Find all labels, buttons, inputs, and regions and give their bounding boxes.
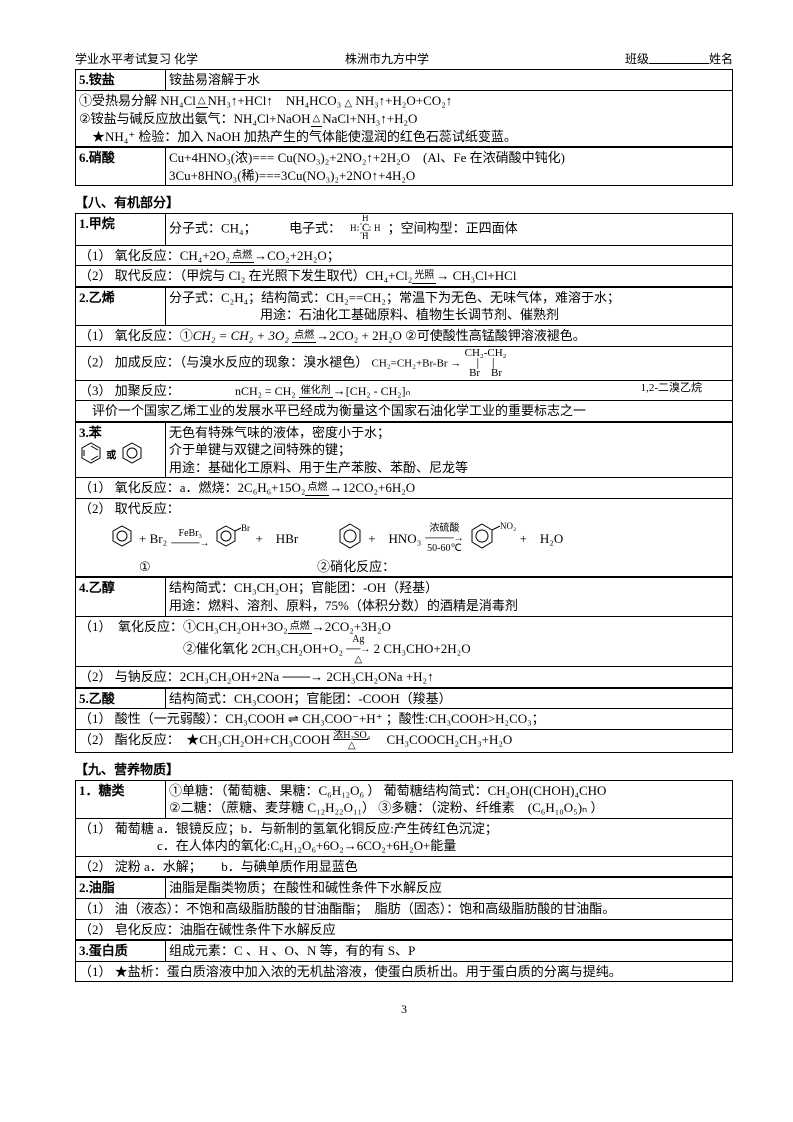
ethene-ox: （1） 氧化反应：①CH₂ = CH₂ + 3O₂ 点燃→2CO₂ + 2H₂O… [76, 325, 733, 346]
ethene-title: 2.乙烯 [76, 287, 166, 325]
benzene-sub: （2） 取代反应： + Br₂ FeBr₃────→ Br + HBr + HN… [76, 498, 733, 577]
nitric-title: 6.硝酸 [76, 148, 166, 186]
class-blank [649, 50, 709, 64]
protein-desc: 组成元素：C 、H 、O、N 等，有的有 S、P [166, 941, 733, 962]
page-header: 学业水平考试复习 化学 株洲市九方中学 班级 姓名 [75, 50, 733, 67]
protein-title: 3.蛋白质 [76, 941, 166, 962]
page-number: 3 [75, 1002, 733, 1017]
benzene-title: 3.苯 或 [76, 422, 166, 478]
ethene-desc: 分子式：C₂H₄；结构简式：CH₂==CH₂；常温下为无色、无味气体，难溶于水；… [166, 287, 733, 325]
svg-text:H: H [362, 215, 369, 223]
fat-table: 2.油脂 油脂是酯类物质；在酸性和碱性条件下水解反应 （1） 油（液态）：不饱和… [75, 877, 733, 940]
protein-r1: （1） ★盐析：蛋白质溶液中加入浓的无机盐溶液，使蛋白质析出。用于蛋白质的分离与… [76, 961, 733, 982]
fat-desc: 油脂是酯类物质；在酸性和碱性条件下水解反应 [166, 878, 733, 899]
benzene-hex1-icon [79, 441, 103, 470]
sugar-r1: （1） 葡萄糖 a．银镜反应；b．与新制的氢氧化铜反应:产生砖红色沉淀； c．在… [76, 818, 733, 856]
svg-text:H: H [374, 223, 381, 233]
dibromo-struct: CH₂-CH₂ │ │ Br Br [465, 348, 507, 379]
acetic-table: 5.乙酸 结构简式：CH₃COOH；官能团：-COOH（羧基） （1） 酸性（一… [75, 688, 733, 753]
header-center: 株洲市九方中学 [345, 50, 429, 67]
nitrobenzene-icon: NO₂ [468, 521, 516, 556]
benzene-ox: （1） 氧化反应：a．燃烧：2C₆H₆+15O₂点燃→12CO₂+6H₂O [76, 478, 733, 499]
methane-title: 1.甲烷 [76, 214, 166, 246]
benzene-icon2 [336, 521, 364, 556]
acetic-ester: （2） 酯化反应： ★CH₃CH₂OH+CH₃COOH 浓H₂SO₄△ CH₃C… [76, 729, 733, 752]
ethanol-desc: 结构简式：CH₃CH₂OH；官能团：-OH（羟基） 用途：燃料、溶剂、原料，75… [166, 578, 733, 616]
benzene-icon [109, 523, 135, 554]
ammonium-table: 5.铵盐 铵盐易溶解于水 ①受热易分解 NH₄Cl△NH₃↑+HCl↑ NH₄H… [75, 69, 733, 147]
methane-ox: （1） 氧化反应：CH₄+2O₂点燃→CO₂+2H₂O； [76, 245, 733, 266]
acetic-acid: （1） 酸性（一元弱酸）：CH₃COOH ⇌ CH₃COO⁻+H⁺ ；酸性:CH… [76, 709, 733, 730]
ethanol-na: （2） 与钠反应：2CH₃CH₂OH+2Na ───→ 2CH₃CH₂ONa +… [76, 667, 733, 688]
sugar-desc: ①单糖：（葡萄糖、果糖：C₆H₁₂O₆ ） 葡萄糖结构简式：CH₂OH(CHOH… [166, 780, 733, 818]
svg-text:H: H [362, 231, 369, 239]
fat-title: 2.油脂 [76, 878, 166, 899]
fat-r2: （2） 皂化反应：油脂在碱性条件下水解反应 [76, 919, 733, 940]
svg-text:NO₂: NO₂ [500, 521, 516, 531]
svg-text:H: H [350, 223, 357, 233]
sugar-table: 1．糖类 ①单糖：（葡萄糖、果糖：C₆H₁₂O₆ ） 葡萄糖结构简式：CH₂OH… [75, 780, 733, 878]
methane-row1: 分子式：CH₄； 电子式： C H H H H ；空间构型：正四面体 [166, 214, 733, 246]
bromobenzene-icon: Br [213, 523, 251, 554]
ethene-add: （2） 加成反应：（与溴水反应的现象：溴水褪色） CH₂=CH₂+Br-Br →… [76, 346, 733, 380]
methane-table: 1.甲烷 分子式：CH₄； 电子式： C H H H H [75, 213, 733, 287]
benzene-hex2-icon [120, 441, 144, 470]
acetic-desc: 结构简式：CH₃COOH；官能团：-COOH（羧基） [166, 688, 733, 709]
ethene-poly: （3） 加聚反应： nCH₂ = CH₂ 催化剂→[CH₂ - CH₂]ₙ 1,… [76, 380, 733, 401]
organic-header: 【八、有机部分】 [75, 190, 733, 213]
fat-r1: （1） 油（液态）：不饱和高级脂肪酸的甘油酯酯； 脂肪（固态）：饱和高级脂肪酸的… [76, 899, 733, 920]
ammonium-lines: ①受热易分解 NH₄Cl△NH₃↑+HCl↑ NH₄HCO₃ △ NH₃↑+H₂… [76, 90, 733, 147]
name-label: 姓名 [709, 50, 733, 67]
ammonium-desc: 铵盐易溶解于水 [166, 70, 733, 91]
ethanol-title: 4.乙醇 [76, 578, 166, 616]
nutri-header: 【九、营养物质】 [75, 757, 733, 780]
ethene-eval: 评价一个国家乙烯工业的发展水平已经成为衡量这个国家石油化学工业的重要标志之一 [76, 401, 733, 422]
nitric-table: 6.硝酸 Cu+4HNO₃(浓)=== Cu(NO₃)₂+2NO₂↑+2H₂O … [75, 147, 733, 186]
class-label: 班级 [625, 50, 649, 67]
ammonium-title: 5.铵盐 [76, 70, 166, 91]
header-left: 学业水平考试复习 化学 [75, 50, 198, 67]
nitric-rows: Cu+4HNO₃(浓)=== Cu(NO₃)₂+2NO₂↑+2H₂O (Al、F… [166, 148, 733, 186]
acetic-title: 5.乙酸 [76, 688, 166, 709]
benzene-desc: 无色有特殊气味的液体，密度小于水； 介于单键与双键之间特殊的键； 用途：基础化工… [166, 422, 733, 478]
sugar-title: 1．糖类 [76, 780, 166, 818]
methane-sub: （2） 取代反应：（甲烷与 Cl₂ 在光照下发生取代）CH₄+Cl₂光照→ CH… [76, 266, 733, 287]
protein-table: 3.蛋白质 组成元素：C 、H 、O、N 等，有的有 S、P （1） ★盐析：蛋… [75, 940, 733, 982]
sugar-r2: （2） 淀粉 a．水解； b．与碘单质作用显蓝色 [76, 856, 733, 877]
methane-lewis-icon: C H H H H [344, 215, 384, 244]
ethanol-table: 4.乙醇 结构简式：CH₃CH₂OH；官能团：-OH（羟基） 用途：燃料、溶剂、… [75, 577, 733, 687]
br-label: Br [241, 523, 250, 533]
ethene-table: 2.乙烯 分子式：C₂H₄；结构简式：CH₂==CH₂；常温下为无色、无味气体，… [75, 287, 733, 422]
benzene-table: 3.苯 或 无色有特殊气味的液体，密度小于水； 介于单键与双键之间特殊的键； 用… [75, 422, 733, 578]
ethanol-ox: （1） 氧化反应：①CH₃CH₂OH+3O₂点燃→2CO₂+3H₂O ②催化氧化… [76, 616, 733, 667]
